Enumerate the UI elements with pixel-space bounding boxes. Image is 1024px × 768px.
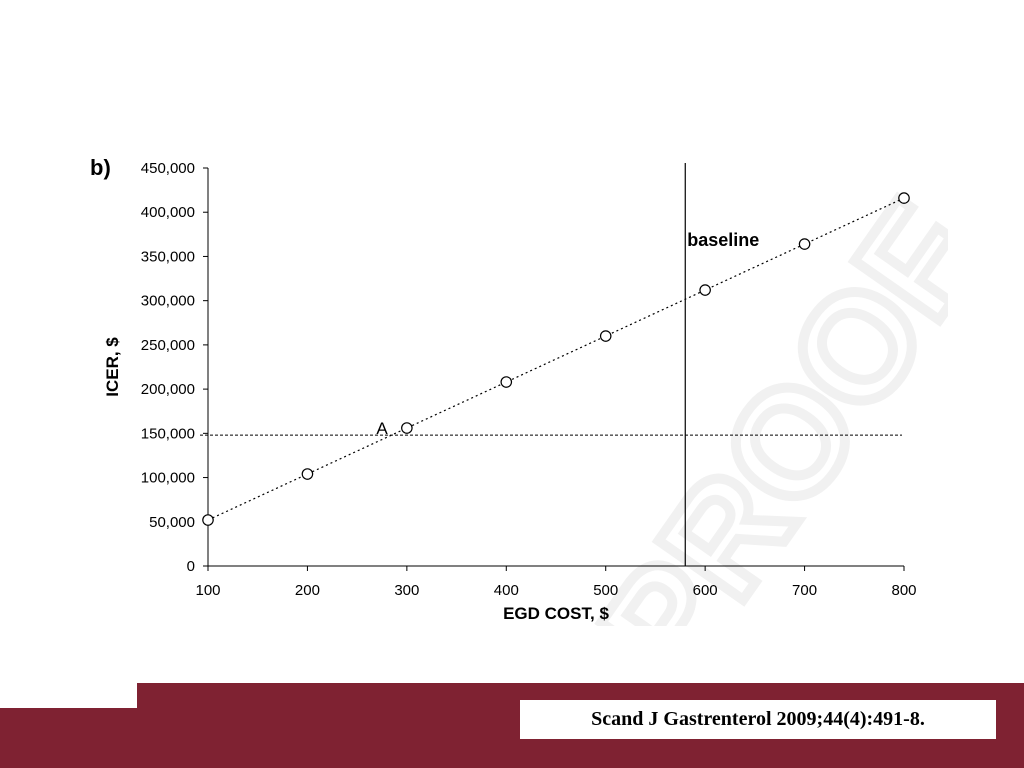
data-point bbox=[202, 514, 214, 526]
watermark: PROOF bbox=[564, 170, 1013, 708]
x-tick-label: 500 bbox=[593, 582, 618, 599]
y-tick-label: 300,000 bbox=[141, 293, 195, 310]
data-point bbox=[401, 422, 413, 434]
y-axis-title: ICER, $ bbox=[103, 337, 122, 397]
data-point bbox=[500, 376, 513, 388]
x-tick-label: 600 bbox=[693, 582, 718, 599]
x-tick-label: 200 bbox=[295, 582, 320, 599]
y-tick-label: 100,000 bbox=[141, 470, 195, 487]
reference-lines bbox=[200, 163, 905, 566]
x-tick-label: 400 bbox=[494, 582, 519, 599]
data-point bbox=[798, 238, 811, 250]
baseline-label: baseline bbox=[687, 230, 759, 250]
y-tick-label: 150,000 bbox=[141, 425, 195, 442]
x-tick-label: 300 bbox=[394, 582, 419, 599]
chart-labels: EGD COST, $ ICER, $ b) baseline A bbox=[90, 155, 759, 623]
data-point bbox=[699, 284, 711, 296]
data-points bbox=[202, 192, 910, 526]
panel-label: b) bbox=[90, 155, 111, 180]
x-axis-title: EGD COST, $ bbox=[503, 604, 609, 623]
y-tick-label: 50,000 bbox=[149, 514, 195, 531]
annotation-label: A bbox=[376, 419, 388, 438]
data-point bbox=[599, 330, 612, 342]
citation-text: Scand J Gastrenterol 2009;44(4):491-8. bbox=[591, 708, 925, 730]
y-tick-label: 0 bbox=[187, 558, 195, 575]
y-tick-label: 450,000 bbox=[141, 160, 195, 177]
y-tick-label: 250,000 bbox=[141, 337, 195, 354]
y-tick-label: 400,000 bbox=[141, 204, 195, 221]
axes: 0 50,000 100,000 150,000 200,000 250,000 300,0… bbox=[141, 160, 917, 599]
y-tick-label: 350,000 bbox=[141, 248, 195, 265]
citation-box: Scand J Gastrenterol 2009;44(4):491-8. bbox=[520, 700, 996, 739]
footer-notch bbox=[0, 683, 137, 708]
watermark-text: PROOF bbox=[569, 175, 1013, 708]
data-point bbox=[301, 468, 314, 480]
x-tick-label: 700 bbox=[792, 582, 817, 599]
watermark-group: PROOF bbox=[564, 170, 1013, 708]
y-tick-label: 200,000 bbox=[141, 381, 195, 398]
x-tick-label: 100 bbox=[195, 582, 220, 599]
data-point bbox=[898, 192, 910, 204]
x-tick-label: 800 bbox=[891, 582, 916, 599]
